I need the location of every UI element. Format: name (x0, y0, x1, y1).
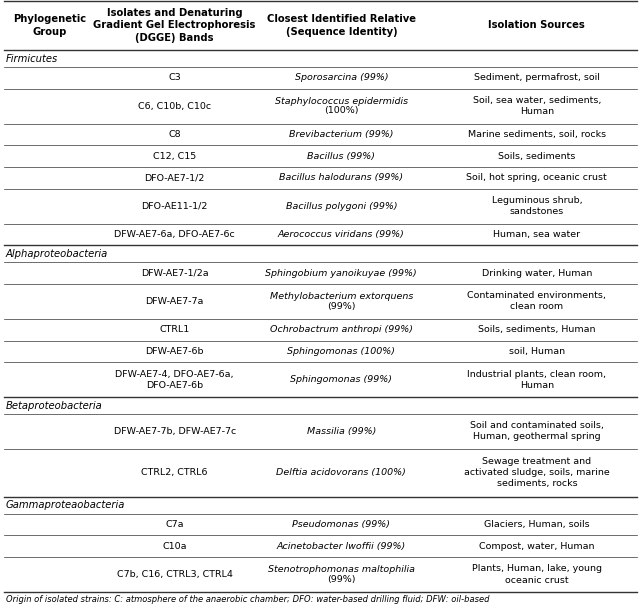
Text: (99%): (99%) (327, 575, 356, 584)
Text: Aerococcus viridans (99%): Aerococcus viridans (99%) (278, 230, 404, 239)
Text: C7b, C16, CTRL3, CTRL4: C7b, C16, CTRL3, CTRL4 (117, 570, 233, 579)
Text: C8: C8 (169, 130, 181, 139)
Text: C6, C10b, C10c: C6, C10b, C10c (138, 101, 212, 111)
Text: Isolation Sources: Isolation Sources (488, 20, 585, 31)
Text: Staphylococcus epidermidis: Staphylococcus epidermidis (275, 97, 408, 106)
Text: Betaproteobacteria: Betaproteobacteria (6, 400, 103, 411)
Text: Industrial plants, clean room,
Human: Industrial plants, clean room, Human (467, 370, 606, 390)
Text: Brevibacterium (99%): Brevibacterium (99%) (289, 130, 394, 139)
Text: Soil, hot spring, oceanic crust: Soil, hot spring, oceanic crust (467, 173, 607, 183)
Text: (100%): (100%) (324, 106, 358, 116)
Text: Closest Identified Relative
(Sequence Identity): Closest Identified Relative (Sequence Id… (267, 14, 416, 37)
Text: Delftia acidovorans (100%): Delftia acidovorans (100%) (276, 468, 406, 477)
Text: C10a: C10a (162, 542, 187, 550)
Text: Alphaproteobacteria: Alphaproteobacteria (6, 248, 108, 259)
Text: DFO-AE7-1/2: DFO-AE7-1/2 (144, 173, 205, 183)
Text: Stenotrophomonas maltophilia: Stenotrophomonas maltophilia (268, 565, 415, 574)
Text: Marine sediments, soil, rocks: Marine sediments, soil, rocks (468, 130, 606, 139)
Text: Bacillus (99%): Bacillus (99%) (307, 152, 376, 161)
Text: Bacillus polygoni (99%): Bacillus polygoni (99%) (285, 202, 397, 210)
Text: Sphingomonas (100%): Sphingomonas (100%) (287, 347, 395, 356)
Text: Human, sea water: Human, sea water (494, 230, 580, 239)
Text: Drinking water, Human: Drinking water, Human (481, 269, 592, 277)
Text: Pseudomonas (99%): Pseudomonas (99%) (292, 520, 390, 529)
Text: Sphingomonas (99%): Sphingomonas (99%) (290, 375, 392, 384)
Text: Soil, sea water, sediments,
Human: Soil, sea water, sediments, Human (472, 96, 601, 116)
Text: DFW-AE7-7b, DFW-AE7-7c: DFW-AE7-7b, DFW-AE7-7c (113, 427, 236, 436)
Text: DFW-AE7-4, DFO-AE7-6a,
DFO-AE7-6b: DFW-AE7-4, DFO-AE7-6a, DFO-AE7-6b (115, 370, 234, 390)
Text: Soil and contaminated soils,
Human, geothermal spring: Soil and contaminated soils, Human, geot… (470, 421, 604, 442)
Text: soil, Human: soil, Human (509, 347, 565, 356)
Text: C12, C15: C12, C15 (153, 152, 196, 161)
Text: Massilia (99%): Massilia (99%) (306, 427, 376, 436)
Text: DFW-AE7-6a, DFO-AE7-6c: DFW-AE7-6a, DFO-AE7-6c (114, 230, 235, 239)
Text: Plants, Human, lake, young
oceanic crust: Plants, Human, lake, young oceanic crust (472, 565, 602, 584)
Text: Compost, water, Human: Compost, water, Human (479, 542, 595, 550)
Text: DFW-AE7-1/2a: DFW-AE7-1/2a (141, 269, 208, 277)
Text: C3: C3 (169, 73, 181, 82)
Text: Methylobacterium extorquens: Methylobacterium extorquens (270, 292, 413, 301)
Text: Contaminated environments,
clean room: Contaminated environments, clean room (467, 292, 606, 311)
Text: (99%): (99%) (327, 301, 356, 311)
Text: DFO-AE11-1/2: DFO-AE11-1/2 (142, 202, 208, 210)
Text: Soils, sediments: Soils, sediments (498, 152, 576, 161)
Text: Bacillus halodurans (99%): Bacillus halodurans (99%) (279, 173, 403, 183)
Text: CTRL1: CTRL1 (160, 325, 190, 334)
Text: Sphingobium yanoikuyae (99%): Sphingobium yanoikuyae (99%) (265, 269, 417, 277)
Text: Soils, sediments, Human: Soils, sediments, Human (478, 325, 595, 334)
Text: Leguminous shrub,
sandstones: Leguminous shrub, sandstones (492, 196, 582, 216)
Text: Firmicutes: Firmicutes (6, 54, 58, 63)
Text: Phylogenetic
Group: Phylogenetic Group (13, 14, 87, 37)
Text: Acinetobacter lwoffii (99%): Acinetobacter lwoffii (99%) (277, 542, 406, 550)
Text: C7a: C7a (165, 520, 184, 529)
Text: DFW-AE7-6b: DFW-AE7-6b (146, 347, 204, 356)
Text: DFW-AE7-7a: DFW-AE7-7a (146, 297, 204, 306)
Text: Glaciers, Human, soils: Glaciers, Human, soils (484, 520, 590, 529)
Text: CTRL2, CTRL6: CTRL2, CTRL6 (142, 468, 208, 477)
Text: Isolates and Denaturing
Gradient Gel Electrophoresis
(DGGE) Bands: Isolates and Denaturing Gradient Gel Ele… (94, 8, 256, 43)
Text: Gammaproteaobacteria: Gammaproteaobacteria (6, 500, 126, 510)
Text: Sediment, permafrost, soil: Sediment, permafrost, soil (474, 73, 600, 82)
Text: Sporosarcina (99%): Sporosarcina (99%) (294, 73, 388, 82)
Text: Origin of isolated strains: C: atmosphere of the anaerobic chamber; DFO: water-b: Origin of isolated strains: C: atmospher… (6, 595, 490, 604)
Text: Sewage treatment and
activated sludge, soils, marine
sediments, rocks: Sewage treatment and activated sludge, s… (464, 457, 610, 488)
Text: Ochrobactrum anthropi (99%): Ochrobactrum anthropi (99%) (270, 325, 413, 334)
